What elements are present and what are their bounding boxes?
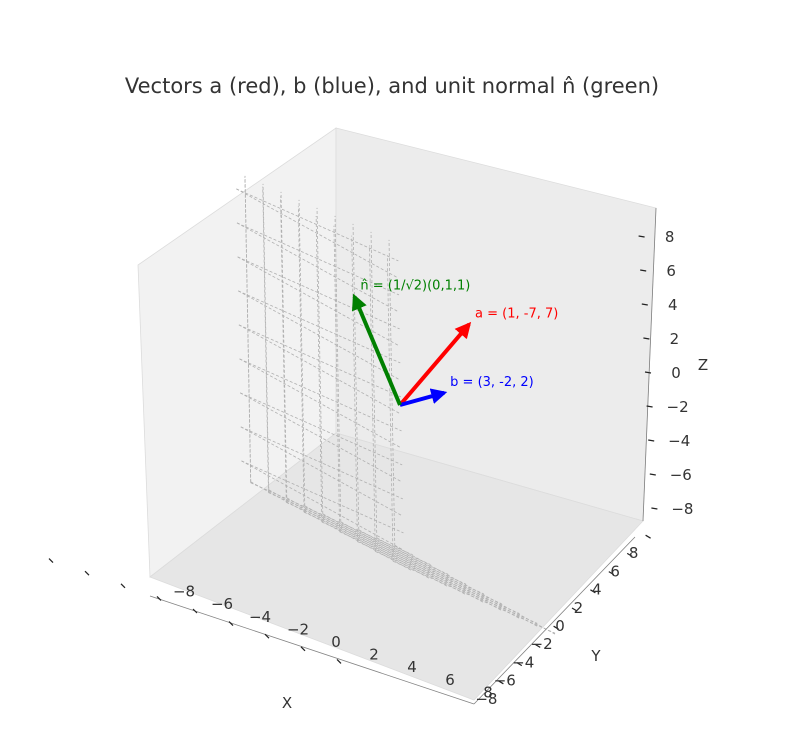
grid-line (388, 239, 396, 546)
grid-line (244, 176, 252, 483)
y-tick-mark (553, 625, 559, 630)
vector-arrow (399, 388, 448, 407)
y-tick-mark (626, 552, 633, 557)
grid-line (352, 223, 360, 530)
grid-line (236, 188, 399, 262)
z-tick-label: 4 (668, 296, 678, 314)
grid-line (322, 513, 484, 603)
x-tick-label: −6 (211, 595, 233, 613)
x-tick-label: 0 (331, 633, 341, 651)
grid-line (298, 199, 306, 506)
y-tick-mark (608, 571, 615, 576)
y-axis-line (473, 536, 636, 705)
z-tick-label: −6 (670, 466, 692, 484)
grid-line (236, 188, 397, 278)
y-tick-label: −8 (475, 690, 497, 708)
x-tick-mark (264, 633, 270, 639)
x-tick-mark (84, 570, 90, 576)
z-tick-mark (646, 405, 653, 408)
x-tick-mark (300, 646, 306, 652)
z-tick-mark (644, 371, 652, 374)
x-tick-label: 6 (445, 671, 455, 689)
z-tick-mark (643, 337, 650, 340)
y-tick-mark (571, 607, 578, 612)
y-tick-mark (498, 680, 504, 685)
x-tick-mark (120, 583, 126, 589)
vector-label: b = (3, -2, 2) (450, 375, 534, 390)
x-tick-mark (192, 608, 198, 614)
grid-line (286, 497, 448, 587)
x-tick-label: 8 (483, 683, 493, 701)
x-tick-mark (156, 595, 162, 601)
grid-line (236, 222, 400, 296)
chart-title: Vectors a (red), b (blue), and unit norm… (125, 74, 659, 98)
grid-line (250, 481, 412, 571)
y-tick-label: 4 (592, 581, 602, 599)
y-tick-mark (516, 662, 523, 667)
z-tick-label: 0 (671, 364, 681, 382)
grid-line (238, 324, 402, 398)
z-tick-label: −4 (668, 432, 690, 450)
y-tick-mark (645, 534, 651, 539)
x-ticks: −8 −6 −4 −2 0 2 4 6 8 (48, 558, 493, 701)
x-axis-line (149, 595, 475, 705)
vector-arrow (398, 321, 472, 407)
y-axis-label: Y (590, 647, 601, 665)
z-tick-label: −8 (671, 500, 693, 518)
x-tick-mark (336, 658, 342, 664)
z-tick-label: 8 (665, 228, 675, 246)
z-tick-mark (638, 235, 645, 238)
grid-line (316, 207, 324, 514)
grid-line (394, 545, 556, 635)
x-tick-mark (48, 558, 54, 564)
grid-line (236, 222, 398, 312)
vector-label: n̂ = (1/√2)(0,1,1) (360, 279, 470, 294)
y-tick-mark (534, 643, 541, 648)
z-tick-mark (640, 269, 647, 272)
grid-line (239, 358, 400, 448)
grid-line (268, 489, 430, 579)
y-tick-mark (590, 589, 596, 594)
vector-arrow (351, 293, 402, 406)
grid-line (280, 191, 288, 498)
grid-line (304, 505, 466, 595)
z-ticks: −8 −6 −4 −2 0 2 4 6 8 (638, 228, 693, 518)
z-axis-label: Z (698, 356, 708, 374)
x-tick-label: −4 (249, 608, 271, 626)
z-tick-mark (651, 507, 658, 510)
x-tick-label: 4 (407, 658, 417, 676)
y-tick-label: −4 (512, 653, 534, 671)
grid-line (340, 521, 502, 611)
y-tick-label: 8 (629, 544, 639, 562)
z-tick-mark (648, 439, 655, 442)
y-tick-label: 0 (555, 617, 565, 635)
grid-line (268, 492, 431, 565)
z-tick-label: −2 (667, 398, 689, 416)
grid-line (238, 324, 400, 414)
y-tick-label: −2 (531, 635, 553, 653)
grid-line (239, 358, 402, 432)
z-axis-line (642, 207, 657, 522)
x-tick-label: 2 (369, 646, 379, 664)
z-tick-label: 2 (670, 330, 680, 348)
x-tick-mark (228, 621, 234, 627)
x-axis-label: X (282, 694, 292, 712)
y-tick-label: −6 (494, 672, 516, 690)
z-tick-mark (649, 473, 656, 476)
x-tick-label: −2 (287, 620, 309, 638)
grid-lines (236, 175, 556, 635)
vector-label: a = (1, -7, 7) (475, 306, 558, 321)
grid-line (250, 482, 413, 556)
y-tick-label: 2 (574, 599, 584, 617)
z-tick-label: 6 (666, 262, 676, 280)
grid-line (334, 215, 342, 522)
grid-line (358, 529, 520, 619)
z-tick-mark (641, 303, 648, 306)
x-tick-label: −8 (173, 583, 195, 601)
vectors: a = (1, -7, 7) b = (3, -2, 2) n̂ = (1/√2)(… (351, 279, 558, 407)
y-tick-label: 6 (610, 562, 620, 580)
z-pane (137, 127, 657, 701)
